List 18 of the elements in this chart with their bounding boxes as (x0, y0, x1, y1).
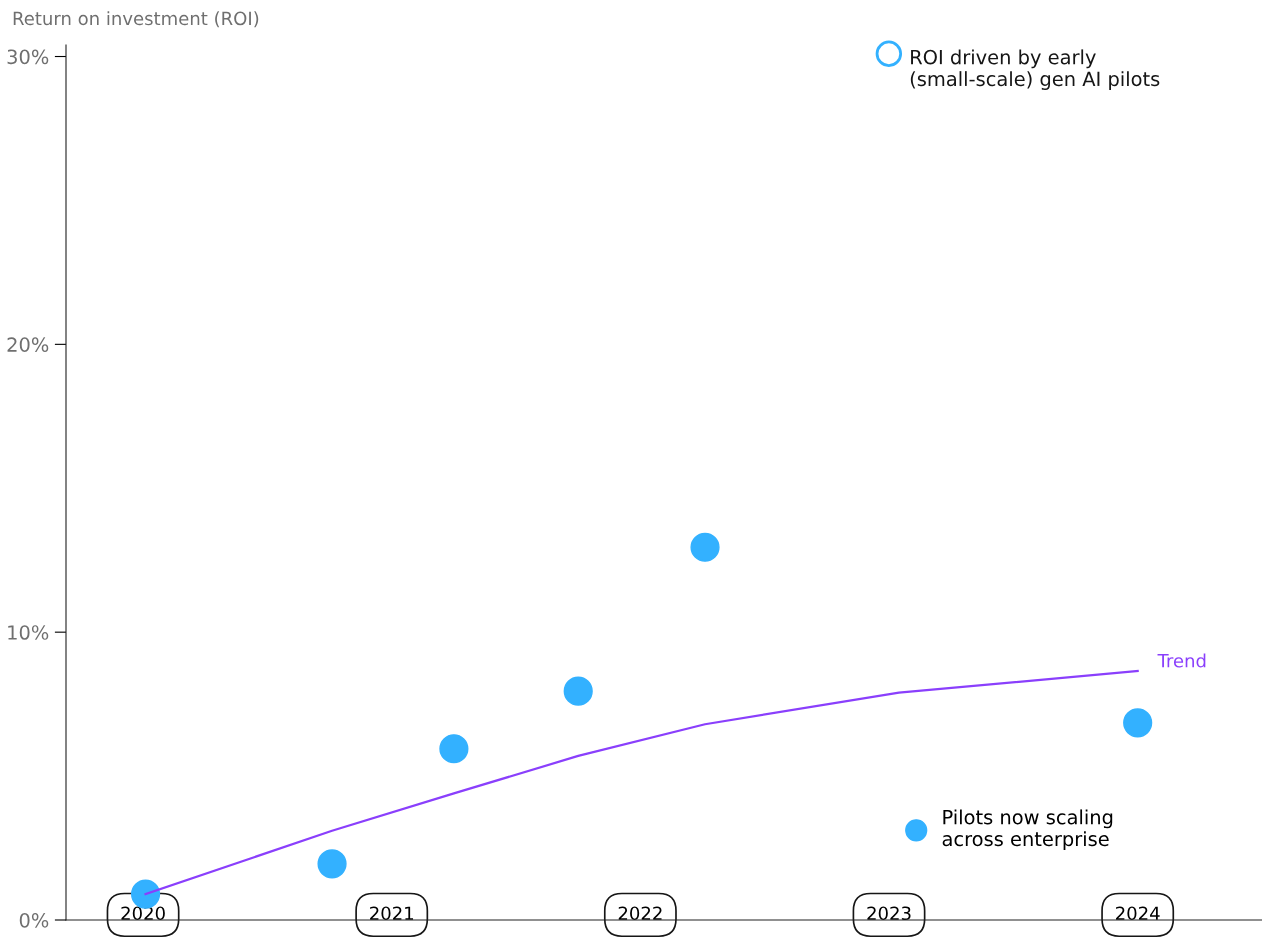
point (439, 734, 469, 764)
y-tick-label: 20% (7, 337, 49, 353)
legend-label: Pilots now scaling across enterprise (942, 809, 1113, 850)
x-tick-label: 2021 (370, 906, 414, 921)
annotation: ROI driven by early (small-scale) gen AI pilots (910, 49, 1160, 90)
point (1123, 708, 1153, 738)
x-tick-label: 2023 (867, 906, 911, 921)
point (563, 676, 593, 706)
x-tick-label: 2022 (618, 906, 662, 921)
x-tick-label: 2024 (1116, 906, 1160, 921)
series-label: Trend (1157, 653, 1206, 668)
x-tick-label: 2020 (121, 906, 165, 921)
point (317, 849, 347, 879)
y-tick-label: 10% (8, 625, 49, 640)
y-tick-label: 0% (19, 912, 49, 928)
y-tick-label: 30% (7, 49, 49, 65)
point (690, 532, 720, 562)
y-axis-title: Return on investment (ROI) (13, 11, 259, 28)
